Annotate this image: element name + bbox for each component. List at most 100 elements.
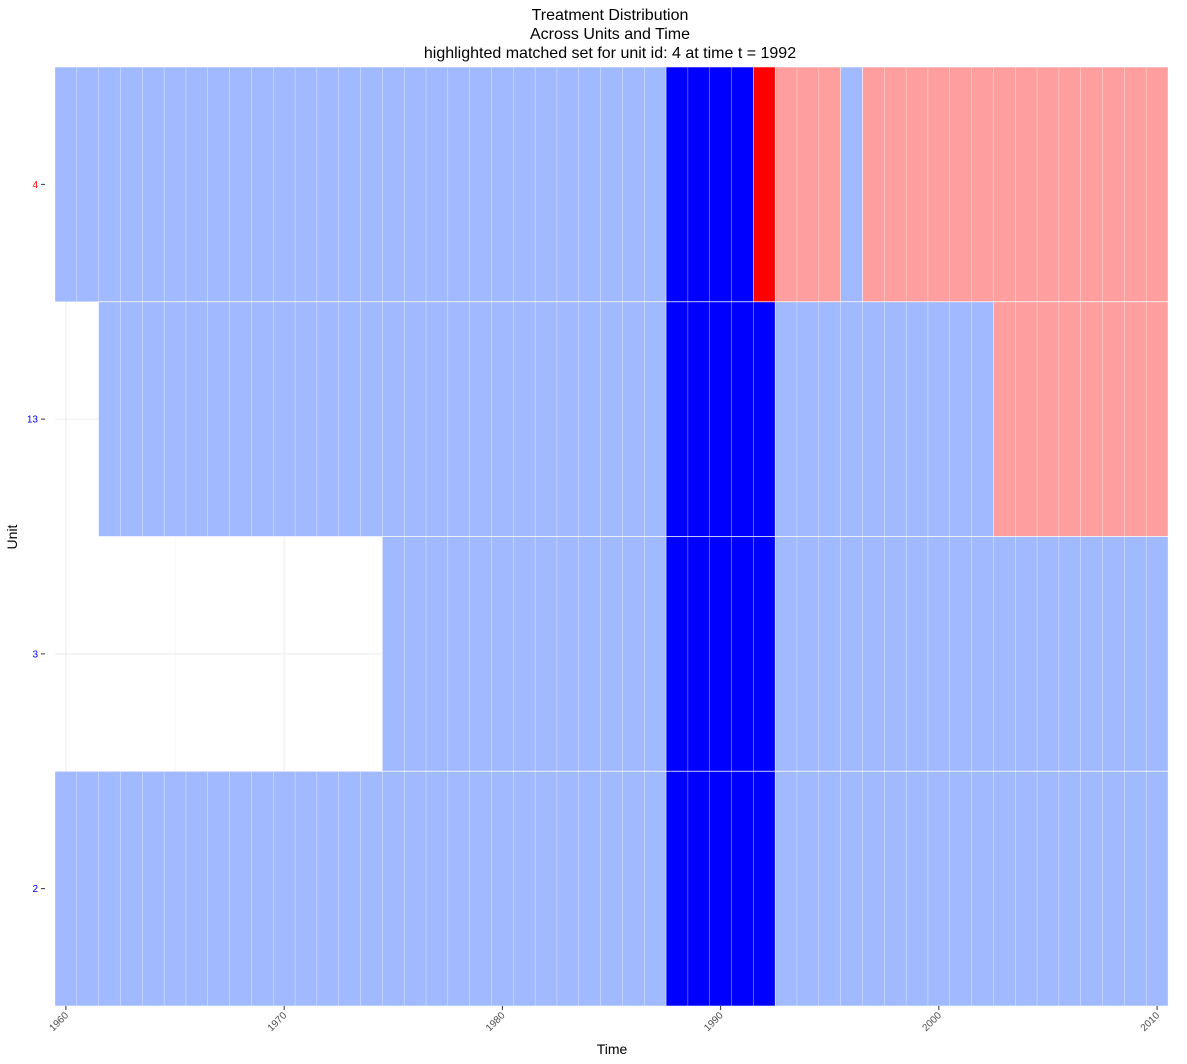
y-axis: 4 13 3 2 bbox=[27, 180, 45, 895]
heatmap-cell bbox=[295, 301, 317, 537]
heatmap-cell bbox=[491, 536, 514, 772]
heatmap-cell bbox=[491, 67, 514, 302]
heatmap-cell bbox=[1058, 536, 1081, 772]
heatmap-cell bbox=[840, 536, 863, 772]
heatmap-cell bbox=[142, 771, 165, 1006]
heatmap-cell bbox=[840, 771, 863, 1006]
heatmap-cell bbox=[622, 67, 645, 302]
heatmap-cell bbox=[731, 67, 754, 302]
heatmap-cell bbox=[535, 67, 557, 302]
heatmap-cell bbox=[687, 67, 710, 302]
heatmap-cell bbox=[906, 771, 928, 1006]
heatmap-cell bbox=[949, 536, 972, 772]
heatmap-cell bbox=[164, 67, 186, 302]
heatmap-cell bbox=[906, 67, 928, 302]
heatmap-cell bbox=[556, 301, 579, 537]
heatmap-cell bbox=[382, 67, 405, 302]
heatmap-cell bbox=[251, 301, 274, 537]
heatmap-cell bbox=[1037, 301, 1059, 537]
heatmap-cell bbox=[622, 771, 645, 1006]
heatmap-cell bbox=[426, 771, 448, 1006]
heatmap-cell bbox=[469, 771, 492, 1006]
heatmap-cell bbox=[687, 536, 710, 772]
x-tick-label: 1970 bbox=[266, 1010, 290, 1034]
heatmap-cell bbox=[862, 536, 885, 772]
heatmap-cell bbox=[644, 67, 667, 302]
heatmap-cell bbox=[447, 536, 470, 772]
heatmap-cell bbox=[1146, 536, 1168, 772]
heatmap-cell bbox=[164, 771, 186, 1006]
heatmap-cell bbox=[513, 301, 536, 537]
heatmap-cell bbox=[993, 301, 1016, 537]
heatmap-cell bbox=[731, 771, 754, 1006]
x-tick-label: 1980 bbox=[484, 1010, 508, 1034]
heatmap-cell bbox=[731, 301, 754, 537]
heatmap-cell bbox=[818, 67, 841, 302]
heatmap-cell bbox=[971, 771, 994, 1006]
heatmap-cell bbox=[775, 67, 797, 302]
heatmap-cell bbox=[687, 301, 710, 537]
heatmap-cell bbox=[971, 67, 994, 302]
heatmap-cell bbox=[535, 536, 557, 772]
heatmap-cell bbox=[797, 536, 819, 772]
heatmap-cell bbox=[906, 536, 928, 772]
heatmap-cell bbox=[142, 301, 165, 537]
heatmap-cell bbox=[709, 536, 732, 772]
title-line-2: Across Units and Time bbox=[530, 26, 690, 43]
title-line-1: Treatment Distribution bbox=[532, 7, 689, 24]
heatmap-cell bbox=[1124, 771, 1147, 1006]
heatmap-cell bbox=[1102, 301, 1125, 537]
heatmap-cell bbox=[1080, 301, 1103, 537]
heatmap-cell bbox=[993, 536, 1016, 772]
heatmap-cell bbox=[120, 67, 143, 302]
heatmap-cell bbox=[709, 771, 732, 1006]
heatmap-cell bbox=[797, 771, 819, 1006]
heatmap-cell bbox=[840, 301, 863, 537]
plot-panel bbox=[54, 66, 1169, 1007]
heatmap-cell bbox=[513, 67, 536, 302]
heatmap-cell bbox=[1058, 771, 1081, 1006]
heatmap-cell bbox=[578, 301, 601, 537]
heatmap-cell bbox=[949, 301, 972, 537]
heatmap-cell bbox=[229, 67, 252, 302]
heatmap-cell bbox=[55, 67, 77, 302]
heatmap-cell bbox=[753, 771, 776, 1006]
heatmap-cell bbox=[185, 67, 208, 302]
heatmap-cell bbox=[1015, 536, 1038, 772]
heatmap-cell bbox=[273, 301, 296, 537]
heatmap-cell bbox=[469, 536, 492, 772]
heatmap-cell bbox=[666, 301, 688, 537]
heatmap-cell bbox=[382, 536, 405, 772]
heatmap-cell bbox=[273, 67, 296, 302]
heatmap-cell bbox=[927, 301, 950, 537]
heatmap-cell bbox=[622, 301, 645, 537]
heatmap-cell bbox=[207, 67, 230, 302]
heatmap-cell bbox=[316, 771, 339, 1006]
y-tick-label: 2 bbox=[32, 884, 38, 895]
heatmap-cell bbox=[578, 536, 601, 772]
heatmap-cell bbox=[556, 67, 579, 302]
heatmap-cell bbox=[797, 67, 819, 302]
heatmap-cell bbox=[884, 301, 907, 537]
heatmap-cell bbox=[1146, 301, 1168, 537]
x-tick-label: 1960 bbox=[48, 1010, 72, 1034]
heatmap-cell bbox=[185, 301, 208, 537]
heatmap-cell bbox=[753, 301, 776, 537]
heatmap-cell bbox=[1102, 536, 1125, 772]
heatmap-cell bbox=[491, 301, 514, 537]
heatmap-cell bbox=[906, 301, 928, 537]
heatmap-cell bbox=[862, 67, 885, 302]
heatmap-cell bbox=[1058, 301, 1081, 537]
heatmap-cell bbox=[1058, 67, 1081, 302]
heatmap-cell bbox=[404, 67, 426, 302]
heatmap-cell bbox=[731, 536, 754, 772]
heatmap-cell bbox=[578, 771, 601, 1006]
heatmap-cell bbox=[949, 771, 972, 1006]
heatmap-cell bbox=[338, 301, 361, 537]
heatmap-cell bbox=[1124, 536, 1147, 772]
heatmap-cell bbox=[927, 67, 950, 302]
heatmap-cell bbox=[382, 301, 405, 537]
heatmap-cell bbox=[971, 301, 994, 537]
heatmap-cell bbox=[513, 771, 536, 1006]
